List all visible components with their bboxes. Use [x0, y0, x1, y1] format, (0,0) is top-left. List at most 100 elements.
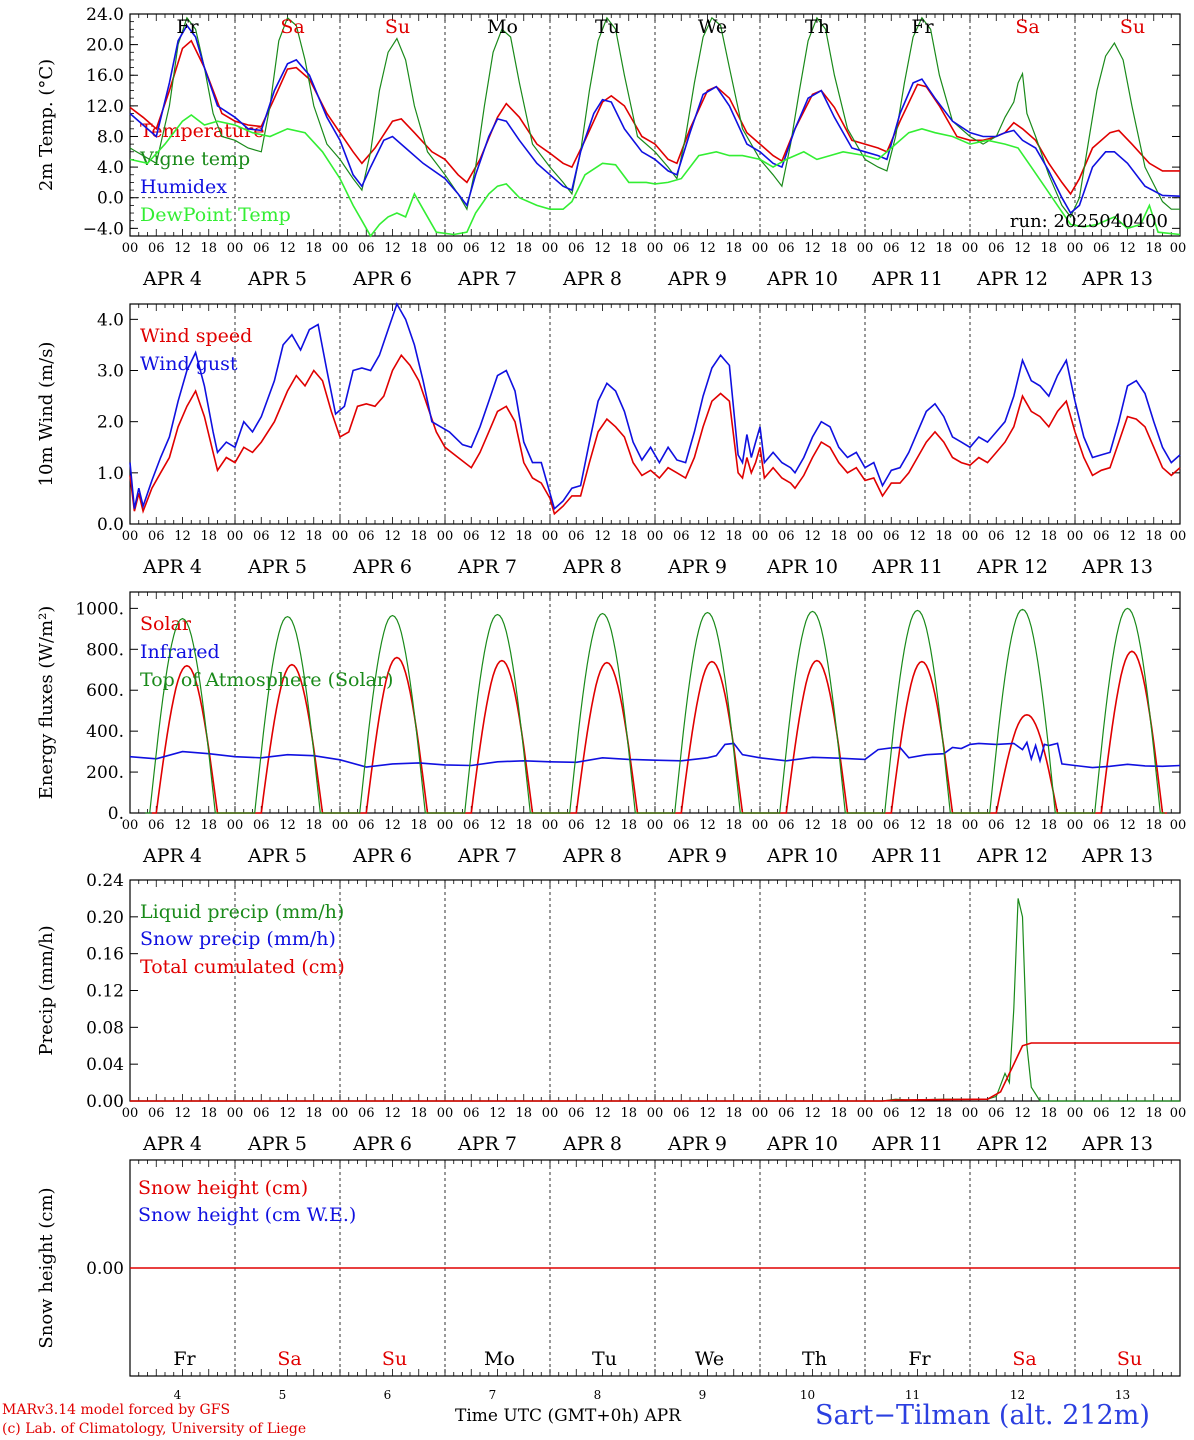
day-number-label: 9 — [699, 1388, 707, 1402]
legend-entry: Total cumulated (cm) — [140, 956, 345, 978]
hour-label: 06 — [463, 1106, 480, 1121]
y-tick-label: 16.0 — [86, 66, 124, 86]
day-number-label: 6 — [384, 1388, 392, 1402]
hour-label: 00 — [1170, 818, 1187, 833]
hour-label: 18 — [620, 818, 637, 833]
y-tick-label: 0.16 — [86, 945, 124, 965]
hour-label: 12 — [384, 529, 401, 544]
hour-label: 00 — [122, 241, 139, 256]
hour-label: 00 — [332, 529, 349, 544]
y-tick-label: 1000. — [75, 599, 124, 619]
hour-label: 12 — [174, 529, 191, 544]
hour-label: 12 — [699, 529, 716, 544]
hour-label: 18 — [935, 241, 952, 256]
hour-label: 00 — [752, 529, 769, 544]
date-label: APR 11 — [871, 556, 943, 578]
hour-label: 12 — [699, 818, 716, 833]
hour-label: 18 — [725, 241, 742, 256]
date-label: APR 11 — [871, 1133, 943, 1155]
hour-label: 18 — [935, 818, 952, 833]
hour-label: 00 — [227, 529, 244, 544]
hour-label: 12 — [909, 818, 926, 833]
legend-entry: Wind gust — [140, 353, 238, 375]
y-tick-label: 24.0 — [86, 5, 124, 25]
y-tick-label: 1.0 — [97, 464, 124, 484]
hour-label: 06 — [358, 818, 375, 833]
hour-label: 06 — [253, 241, 270, 256]
hour-label: 18 — [515, 1106, 532, 1121]
hour-label: 18 — [830, 529, 847, 544]
station-label: Sart−Tilman (alt. 212m) — [815, 1400, 1150, 1431]
hour-label: 06 — [148, 818, 165, 833]
hour-label: 06 — [568, 529, 585, 544]
model-credit: MARv3.14 model forced by GFS — [2, 1402, 231, 1418]
date-label: APR 13 — [1081, 845, 1153, 867]
hour-label: 00 — [332, 241, 349, 256]
hour-label: 00 — [227, 241, 244, 256]
hour-label: 00 — [542, 529, 559, 544]
series-line — [129, 114, 1181, 238]
series-line — [129, 16, 1180, 219]
hour-label: 06 — [778, 241, 795, 256]
legend-entry: Snow height (cm W.E.) — [138, 1204, 356, 1226]
legend-entry: Solar — [140, 613, 192, 635]
legend-entry: Infrared — [140, 641, 220, 663]
weekday-label: Mo — [484, 1348, 515, 1370]
y-axis-label: Snow height (cm) — [36, 1187, 57, 1348]
lab-credit: (c) Lab. of Climatology, University of L… — [2, 1421, 307, 1437]
hour-label: 12 — [909, 1106, 926, 1121]
hour-label: 12 — [1014, 529, 1031, 544]
hour-label: 18 — [1145, 1106, 1162, 1121]
hour-label: 18 — [305, 818, 322, 833]
hour-label: 18 — [410, 529, 427, 544]
date-label: APR 4 — [142, 845, 202, 867]
hour-label: 18 — [1040, 529, 1057, 544]
hour-label: 12 — [594, 241, 611, 256]
hour-label: 12 — [804, 1106, 821, 1121]
hour-label: 00 — [437, 241, 454, 256]
weekday-label: Mo — [487, 16, 518, 38]
hour-label: 18 — [515, 529, 532, 544]
day-number-label: 13 — [1115, 1388, 1130, 1402]
y-tick-label: 0.24 — [86, 871, 124, 891]
hour-label: 12 — [279, 241, 296, 256]
hour-label: 00 — [542, 241, 559, 256]
hour-label: 06 — [148, 529, 165, 544]
hour-label: 06 — [883, 1106, 900, 1121]
legend-entry: Snow height (cm) — [138, 1177, 308, 1199]
hour-label: 12 — [804, 241, 821, 256]
hour-label: 12 — [279, 529, 296, 544]
hour-label: 00 — [227, 818, 244, 833]
hour-label: 00 — [857, 1106, 874, 1121]
hour-label: 00 — [752, 818, 769, 833]
panel-3: 0. 200. 400. 600. 800. 1000. Energy fluxes (W/… — [36, 591, 1187, 867]
weekday-label: Tu — [595, 16, 620, 38]
hour-label: 06 — [673, 529, 690, 544]
date-label: APR 8 — [562, 845, 622, 867]
y-tick-label: 0. — [108, 804, 124, 824]
hour-label: 06 — [253, 1106, 270, 1121]
panel-4: 0.00 0.04 0.08 0.12 0.16 0.20 0.24 Precip (mm/h… — [36, 871, 1186, 1155]
y-tick-label: 0.00 — [86, 1092, 124, 1112]
hour-label: 18 — [1040, 241, 1057, 256]
hour-label: 18 — [200, 529, 217, 544]
series-line — [129, 740, 1181, 769]
hour-label: 00 — [647, 529, 664, 544]
hour-label: 06 — [988, 818, 1005, 833]
hour-label: 12 — [1014, 241, 1031, 256]
hour-label: 06 — [358, 529, 375, 544]
date-label: APR 11 — [871, 845, 943, 867]
y-axis-label: Precip (mm/h) — [36, 925, 57, 1055]
hour-label: 00 — [1170, 1106, 1187, 1121]
hour-label: 06 — [988, 529, 1005, 544]
series-line — [130, 1042, 1180, 1102]
date-label: APR 10 — [766, 268, 838, 290]
y-tick-label: 8.0 — [97, 127, 124, 147]
hour-label: 06 — [673, 241, 690, 256]
y-axis-label: 2m Temp. (°C) — [36, 59, 57, 191]
hour-label: 18 — [410, 241, 427, 256]
hour-label: 12 — [1119, 818, 1136, 833]
hour-label: 06 — [568, 818, 585, 833]
weekday-label: Th — [802, 1348, 827, 1370]
hour-label: 12 — [594, 1106, 611, 1121]
